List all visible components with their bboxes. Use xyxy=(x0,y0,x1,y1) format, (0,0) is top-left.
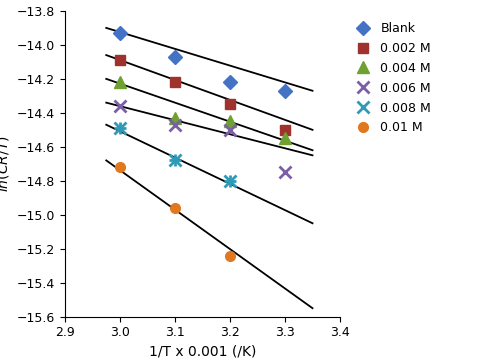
Y-axis label: $\mathit{ln(CR/T)}$: $\mathit{ln(CR/T)}$ xyxy=(0,135,12,192)
X-axis label: 1/T x 0.001 (/K): 1/T x 0.001 (/K) xyxy=(149,345,256,359)
0.002 M xyxy=(172,80,178,84)
0.006 M xyxy=(172,123,178,127)
Blank xyxy=(227,80,233,84)
0.006 M xyxy=(282,170,288,174)
Legend: Blank, 0.002 M, 0.004 M, 0.006 M, 0.008 M, 0.01 M: Blank, 0.002 M, 0.004 M, 0.006 M, 0.008 … xyxy=(346,17,436,139)
Line: Blank: Blank xyxy=(115,28,290,96)
0.002 M xyxy=(117,58,123,62)
0.01 M xyxy=(117,165,123,169)
Blank xyxy=(172,55,178,59)
Line: 0.002 M: 0.002 M xyxy=(115,55,290,135)
Blank xyxy=(282,88,288,93)
Line: 0.004 M: 0.004 M xyxy=(114,77,290,144)
0.004 M xyxy=(227,119,233,123)
Line: 0.008 M: 0.008 M xyxy=(114,122,236,187)
0.008 M xyxy=(117,126,123,130)
Line: 0.01 M: 0.01 M xyxy=(115,162,235,260)
0.01 M xyxy=(172,206,178,210)
Blank xyxy=(117,31,123,35)
0.006 M xyxy=(117,104,123,108)
0.008 M xyxy=(172,158,178,163)
0.002 M xyxy=(227,102,233,107)
0.002 M xyxy=(282,128,288,132)
0.004 M xyxy=(117,80,123,84)
0.004 M xyxy=(282,136,288,141)
0.004 M xyxy=(172,116,178,120)
0.008 M xyxy=(227,179,233,183)
Line: 0.006 M: 0.006 M xyxy=(114,100,291,179)
0.01 M xyxy=(227,253,233,258)
0.006 M xyxy=(227,128,233,132)
